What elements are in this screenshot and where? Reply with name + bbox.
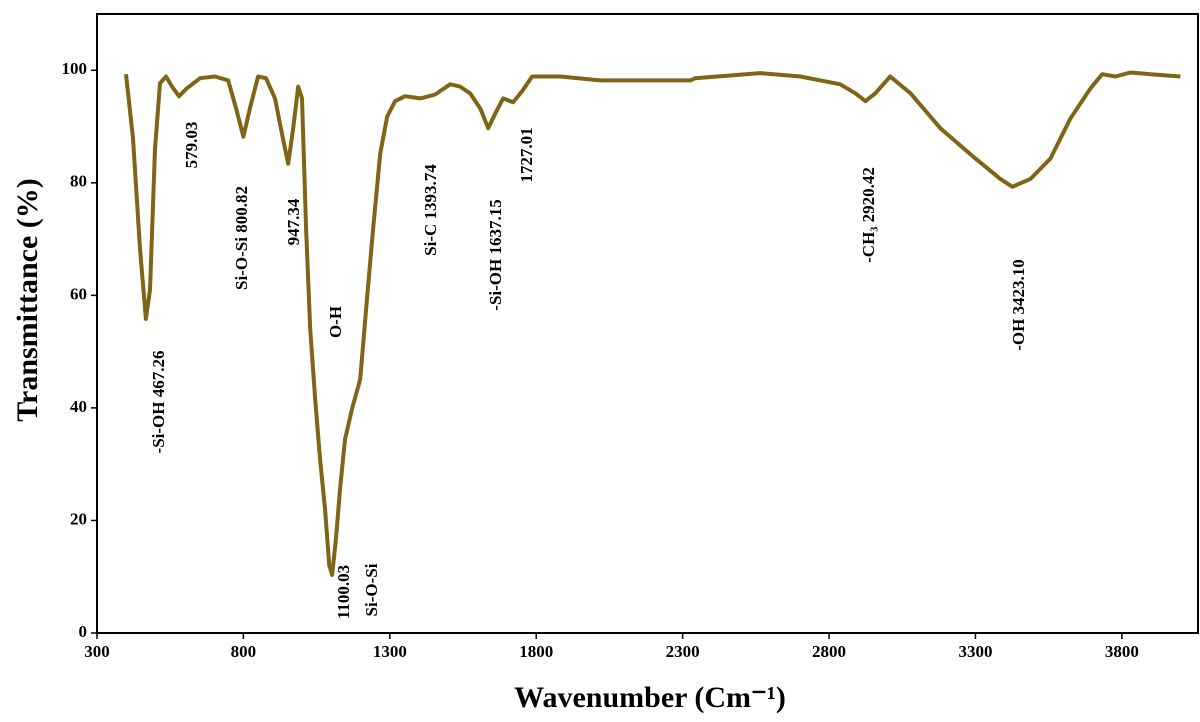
x-tick-label: 3800 xyxy=(1105,642,1139,661)
y-tick-label: 100 xyxy=(62,59,88,78)
y-tick-label: 40 xyxy=(70,397,87,416)
x-tick-label: 1800 xyxy=(519,642,553,661)
peak-annotation: O-H xyxy=(326,306,345,338)
y-tick-label: 0 xyxy=(79,622,88,641)
x-tick-label: 800 xyxy=(231,642,257,661)
plot-frame xyxy=(96,13,1199,634)
y-tick-label: 60 xyxy=(70,284,87,303)
y-tick-label: 80 xyxy=(70,172,87,191)
y-axis-label: Transmittance (%) xyxy=(11,178,44,422)
y-tick-label: 20 xyxy=(70,509,87,528)
x-tick-label: 2800 xyxy=(812,642,846,661)
peak-annotation: 1100.03 xyxy=(334,565,353,619)
peak-annotation: 1727.01 xyxy=(517,127,536,182)
x-tick-label: 1300 xyxy=(373,642,407,661)
peak-annotation: -Si-OH 1637.15 xyxy=(486,199,505,310)
peak-annotation: 947.34 xyxy=(284,198,303,245)
peak-annotation: -CH₃ 2920.42 xyxy=(859,167,878,263)
peak-annotation: Si-C 1393.74 xyxy=(421,164,440,256)
x-tick-label: 3300 xyxy=(958,642,992,661)
spectrum-line xyxy=(124,70,1181,577)
peak-annotation: -Si-OH 467.26 xyxy=(149,351,168,454)
peak-annotation: -OH 3423.10 xyxy=(1009,259,1028,351)
x-axis-label: Wavenumber (Cm⁻¹) xyxy=(514,681,786,714)
x-tick-label: 300 xyxy=(84,642,110,661)
peak-annotation: Si-O-Si xyxy=(362,563,381,616)
x-tick-label: 2300 xyxy=(666,642,700,661)
peak-annotation: Si-O-Si 800.82 xyxy=(232,186,251,290)
peak-annotation: 579.03 xyxy=(182,122,201,169)
